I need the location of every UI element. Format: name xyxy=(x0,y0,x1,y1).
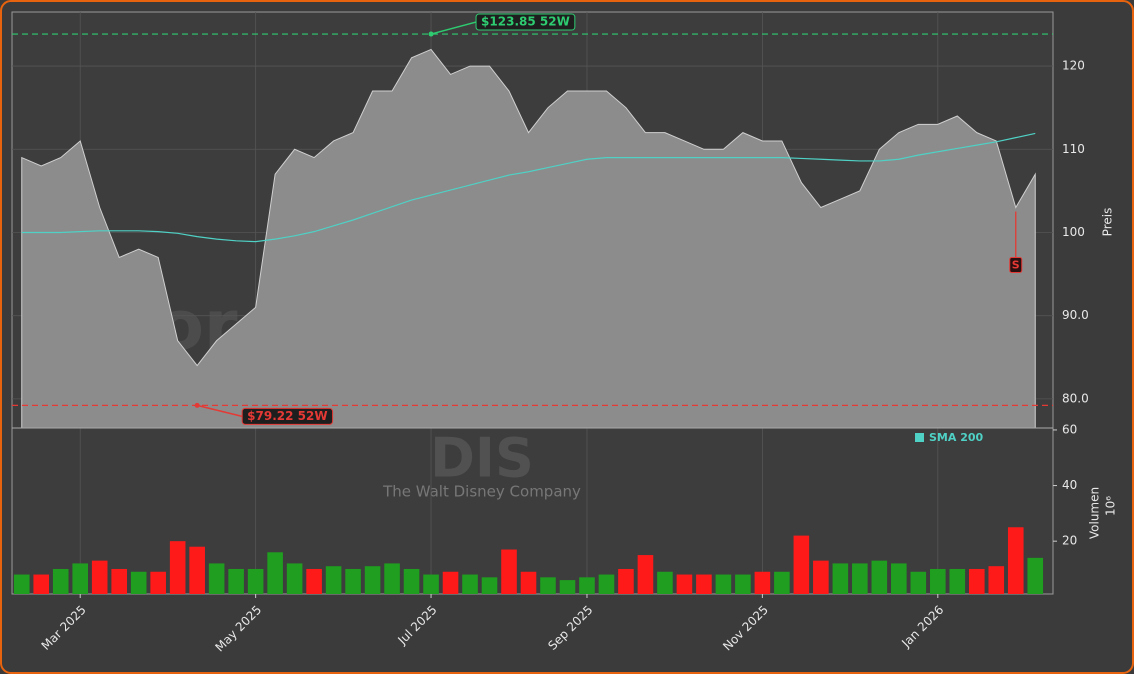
volume-bar xyxy=(891,563,907,594)
volume-bar xyxy=(910,571,927,594)
high-arrow-head xyxy=(428,31,434,37)
volume-bar xyxy=(384,563,400,594)
volume-bar xyxy=(501,549,517,594)
volume-bar xyxy=(579,577,595,594)
volume-bar xyxy=(228,568,244,594)
volume-bar xyxy=(949,568,966,594)
y-tick-label: 120 xyxy=(1062,59,1085,73)
volume-bar xyxy=(130,571,147,594)
volume-bar xyxy=(52,568,69,594)
y-tick-label: 60 xyxy=(1062,422,1077,436)
volume-bar xyxy=(442,571,459,594)
volume-bar xyxy=(33,574,50,594)
volume-bar xyxy=(793,535,810,594)
volume-bar xyxy=(871,560,888,594)
volume-bar xyxy=(715,574,732,594)
volume-bar xyxy=(676,574,693,594)
volume-bar xyxy=(657,571,673,594)
y-label: Volumen xyxy=(1088,487,1102,539)
volume-bar xyxy=(968,568,985,594)
volume-bar xyxy=(364,566,381,594)
volume-bar xyxy=(930,568,946,594)
high-arrow xyxy=(430,21,477,35)
high-label: $123.85 52W xyxy=(481,15,570,29)
high-label-box xyxy=(475,13,576,31)
low-label: $79.22 52W xyxy=(247,409,327,423)
volume-bar xyxy=(540,577,556,594)
volume-bar xyxy=(696,574,712,594)
low-arrow-head xyxy=(194,402,200,408)
volume-bar xyxy=(637,555,654,594)
volume-bar xyxy=(1007,527,1024,594)
volume-bar xyxy=(832,563,849,594)
volume-bar xyxy=(325,566,342,594)
volume-bar xyxy=(169,541,186,594)
low-label-box xyxy=(241,407,334,425)
price-area xyxy=(21,48,1036,429)
legend-label: SMA 200 xyxy=(929,431,984,444)
signal-label: S xyxy=(1012,259,1020,272)
volume-bar xyxy=(598,574,615,594)
volume-bar xyxy=(754,571,771,594)
volume-bar xyxy=(306,568,322,594)
volume-bar xyxy=(72,563,89,594)
volume-bar xyxy=(267,552,283,594)
y-tick-label: 110 xyxy=(1062,142,1085,156)
low-arrow xyxy=(196,404,243,418)
volume-bar xyxy=(189,546,205,594)
volume-bar xyxy=(462,574,478,594)
y-tick-label: 90.0 xyxy=(1062,308,1089,322)
y-tick-label: 80.0 xyxy=(1062,391,1089,405)
y-tick-label: 40 xyxy=(1062,478,1077,492)
volume-bar xyxy=(520,571,537,594)
volume-bar xyxy=(774,571,790,594)
legend-swatch xyxy=(915,433,924,442)
volume-bar xyxy=(1027,557,1044,594)
y-label: Preis xyxy=(1101,208,1115,237)
volume-bar xyxy=(813,560,829,594)
volume-bar xyxy=(111,568,127,594)
volume-bar xyxy=(150,571,166,594)
volume-bar xyxy=(247,568,264,594)
volume-bar xyxy=(208,563,225,594)
y-unit: 10⁶ xyxy=(1104,496,1118,516)
y-tick-label: 20 xyxy=(1062,534,1077,548)
volume-bar xyxy=(735,574,751,594)
volume-bar xyxy=(852,563,868,594)
volume-bar xyxy=(988,566,1005,594)
volume-bar xyxy=(481,577,498,594)
signal-box xyxy=(1009,257,1023,274)
volume-bar xyxy=(618,568,634,594)
volume-bar xyxy=(13,574,30,594)
company-watermark: The Walt Disney Company xyxy=(382,483,581,501)
volume-bar xyxy=(559,580,576,594)
symbol-watermark: DIS xyxy=(430,427,534,490)
volume-bar xyxy=(423,574,439,594)
volume-bar xyxy=(91,560,108,594)
y-tick-label: 100 xyxy=(1062,225,1085,239)
volume-bar xyxy=(286,563,303,594)
volume-bar xyxy=(403,568,420,594)
volume-bar xyxy=(345,568,361,594)
sma-line xyxy=(21,132,1036,243)
